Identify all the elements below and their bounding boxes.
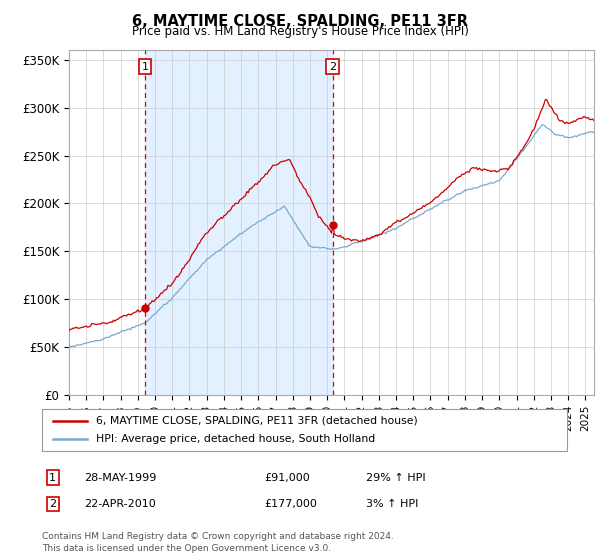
Text: 6, MAYTIME CLOSE, SPALDING, PE11 3FR: 6, MAYTIME CLOSE, SPALDING, PE11 3FR bbox=[132, 14, 468, 29]
Text: Contains HM Land Registry data © Crown copyright and database right 2024.
This d: Contains HM Land Registry data © Crown c… bbox=[42, 532, 394, 553]
Text: 2: 2 bbox=[329, 62, 336, 72]
Text: 28-MAY-1999: 28-MAY-1999 bbox=[84, 473, 157, 483]
Text: HPI: Average price, detached house, South Holland: HPI: Average price, detached house, Sout… bbox=[96, 434, 375, 444]
Text: 22-APR-2010: 22-APR-2010 bbox=[84, 499, 156, 509]
Text: £177,000: £177,000 bbox=[264, 499, 317, 509]
Text: 1: 1 bbox=[142, 62, 148, 72]
Text: £91,000: £91,000 bbox=[264, 473, 310, 483]
Text: 3% ↑ HPI: 3% ↑ HPI bbox=[366, 499, 418, 509]
Text: Price paid vs. HM Land Registry's House Price Index (HPI): Price paid vs. HM Land Registry's House … bbox=[131, 25, 469, 38]
Text: 6, MAYTIME CLOSE, SPALDING, PE11 3FR (detached house): 6, MAYTIME CLOSE, SPALDING, PE11 3FR (de… bbox=[96, 416, 418, 426]
Bar bbox=[145, 50, 332, 395]
Text: 1: 1 bbox=[49, 473, 56, 483]
Text: 29% ↑ HPI: 29% ↑ HPI bbox=[366, 473, 425, 483]
Text: 2: 2 bbox=[49, 499, 56, 509]
